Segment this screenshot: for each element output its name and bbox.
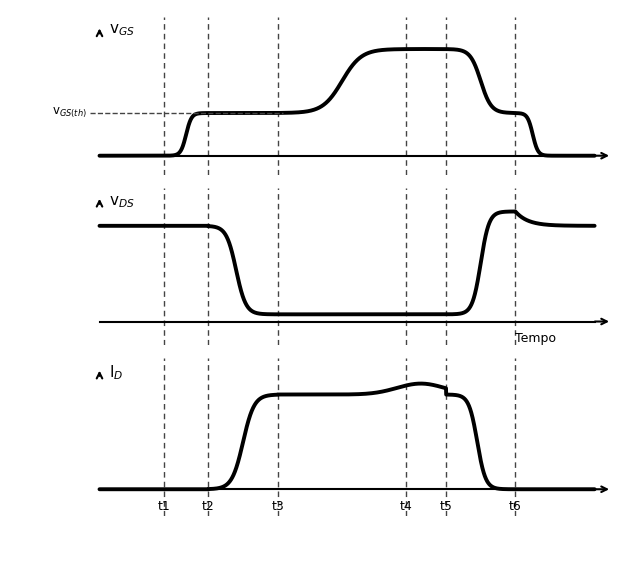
- Text: Tempo: Tempo: [515, 332, 556, 345]
- Text: I$_D$: I$_D$: [109, 363, 124, 382]
- Text: t5: t5: [440, 500, 452, 513]
- Text: t1: t1: [157, 500, 170, 513]
- Text: v$_{DS}$: v$_{DS}$: [109, 194, 135, 210]
- Text: v$_{GS}$: v$_{GS}$: [109, 23, 135, 39]
- Text: t3: t3: [271, 500, 284, 513]
- Text: v$_{GS (th)}$: v$_{GS (th)}$: [52, 106, 87, 120]
- Text: t2: t2: [202, 500, 215, 513]
- Text: t4: t4: [400, 500, 413, 513]
- Text: t6: t6: [509, 500, 522, 513]
